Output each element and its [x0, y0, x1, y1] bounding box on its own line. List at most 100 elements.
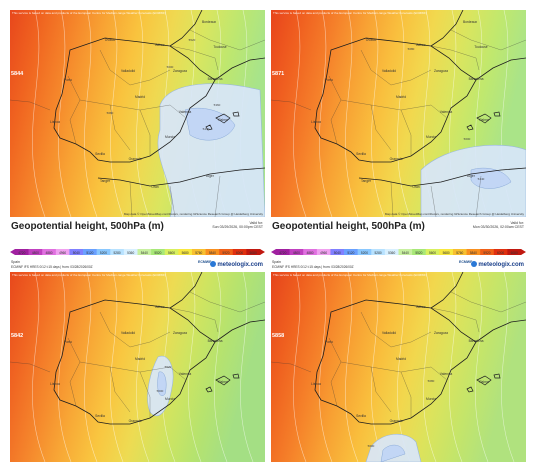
city-label: Sevilla — [356, 414, 366, 418]
city-label: Palma — [479, 380, 489, 384]
region-border — [109, 104, 131, 151]
map: Bordeaux Toulouse Bilbao Oviedo Zaragoza Barc… — [10, 10, 265, 217]
map: Bilbao Zaragoza Barcelona Valladolid Porto Ma… — [271, 272, 526, 462]
region-border — [109, 366, 131, 413]
city-label: Lisboa — [311, 120, 321, 124]
scale-tick-label: 5200 — [360, 251, 369, 255]
city-label: Murcia — [426, 397, 436, 401]
contour-value-label: 5600 — [368, 444, 375, 448]
coastline — [314, 37, 477, 163]
island-mallorca — [476, 113, 492, 124]
scale-swatch — [425, 249, 440, 255]
region-border — [189, 29, 265, 51]
city-label: Alger — [467, 174, 476, 178]
city-label: Granada — [129, 419, 142, 423]
city-label: Madrid — [135, 357, 145, 361]
region-border — [400, 109, 412, 156]
panel-header: Geopotential height, 500hPa (m) Valid for… — [271, 219, 526, 241]
meteologix-logo[interactable]: meteologix.com — [471, 261, 524, 268]
scale-swatch — [28, 249, 43, 255]
scale-swatch — [439, 249, 454, 255]
chart-title: Geopotential height, 500hPa (m) — [272, 221, 425, 232]
meteologix-logo[interactable]: meteologix.com — [210, 261, 263, 268]
city-label: Valencia — [440, 372, 453, 376]
scale-swatch — [110, 249, 125, 255]
city-label: Murcia — [165, 135, 175, 139]
low-trough-core — [380, 444, 406, 462]
scale-tick-label: 4800 — [31, 251, 39, 255]
scale-tick-label: 5680 — [442, 251, 450, 255]
city-label: Sevilla — [95, 152, 105, 156]
coastline-france — [169, 272, 203, 309]
contour-value-label: 5680 — [107, 111, 114, 115]
scale-tick-label: 5440 — [140, 251, 148, 255]
scale-tick-label: 5040 — [72, 251, 80, 255]
city-label: Murcia — [165, 397, 175, 401]
model-run: ECMWF IFS HRES 0/12 t:15 days | from: 03… — [272, 265, 354, 269]
scale-swatch — [246, 249, 261, 255]
source-notice: This service is based on data and produc… — [273, 273, 427, 277]
region-border — [99, 311, 171, 348]
isoline — [319, 10, 333, 217]
geopotential-field — [10, 272, 265, 462]
map: Bilbao Zaragoza Barcelona Valladolid Porto Ma… — [10, 272, 265, 462]
valid-time: Valid for: Sun 03/29/2026, 00:00pm CEST — [212, 221, 263, 229]
max-value-label: 5844 — [11, 71, 24, 77]
city-label: Tanger — [361, 179, 372, 183]
scale-tick-label: 4960 — [320, 251, 328, 255]
city-label: Barcelona — [208, 77, 223, 81]
city-label: Madrid — [135, 95, 145, 99]
contour-value-label: 5520 — [165, 365, 172, 369]
scale-swatch — [42, 249, 57, 255]
panel-top-left: Bordeaux Toulouse Bilbao Oviedo Zaragoza Barc… — [10, 10, 265, 269]
scale-tick-label: 5120 — [86, 251, 94, 255]
city-label: Bilbao — [155, 305, 164, 309]
isoline — [32, 272, 46, 462]
region-border — [139, 109, 151, 156]
scale-tick-label: 5520 — [415, 251, 423, 255]
scale-swatch — [344, 249, 358, 255]
panel-top-right: Bordeaux Toulouse Bilbao Oviedo Zaragoza Barc… — [271, 10, 526, 269]
scale-tick-label: 5520 — [154, 251, 162, 255]
isoline — [371, 272, 385, 462]
scale-tick-label: 5280 — [374, 251, 382, 255]
city-label: Bordeaux — [202, 20, 216, 24]
coastline-gulf-lion — [475, 319, 526, 343]
region-border — [328, 337, 342, 407]
scale-swatch — [303, 249, 318, 255]
isoline — [345, 10, 359, 217]
city-label: Porto — [325, 340, 333, 344]
scale-tick-label: 6080 — [510, 251, 518, 255]
scale-tick-label: 4960 — [59, 251, 67, 255]
region-border — [360, 49, 432, 86]
region-border — [10, 99, 51, 111]
city-label: Oviedo — [366, 38, 377, 42]
city-label: Granada — [390, 157, 403, 161]
chart-title: Geopotential height, 500hPa (m) — [11, 221, 164, 232]
scale-tick-label: 4720 — [18, 251, 26, 255]
island-mallorca — [215, 113, 231, 124]
city-label: Oran — [412, 185, 419, 189]
contour-value-label: 5520 — [189, 38, 196, 42]
valid-date: Sun 03/29/2026, 00:00pm CEST — [212, 225, 263, 230]
city-label: Palma — [218, 380, 228, 384]
scale-tick-label: 5920 — [222, 251, 230, 255]
scale-swatch — [371, 249, 386, 255]
scale-swatch — [205, 249, 220, 255]
island-ibiza — [205, 124, 213, 131]
scale-tick-label: 6080 — [249, 251, 257, 255]
city-label: Porto — [64, 78, 72, 82]
scale-tick-label: 6000 — [497, 251, 505, 255]
scale-swatch — [452, 249, 467, 255]
valid-prefix: Valid for: — [510, 221, 524, 225]
island-ibiza — [466, 386, 474, 393]
map-svg: Bordeaux Toulouse Bilbao Oviedo Zaragoza Barc… — [10, 10, 265, 217]
city-label: Granada — [390, 419, 403, 423]
city-label: Madrid — [396, 95, 406, 99]
city-label: Valladolid — [382, 69, 396, 73]
isoline — [371, 10, 385, 217]
coastline-gulf-lion — [475, 57, 526, 81]
coastline-france — [169, 10, 203, 47]
region-border — [430, 307, 480, 333]
model-run: ECMWF IFS HRES 0/12 t:15 days | from: 03… — [11, 265, 93, 269]
